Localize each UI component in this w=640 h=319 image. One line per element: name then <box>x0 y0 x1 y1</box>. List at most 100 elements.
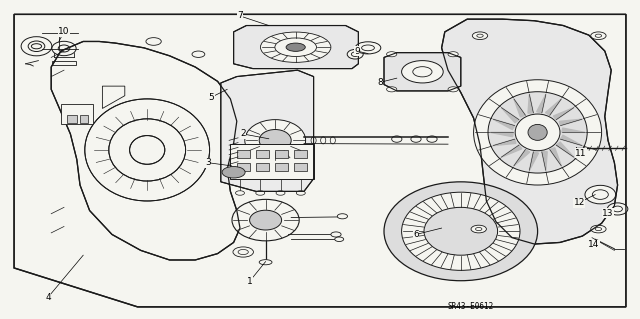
Ellipse shape <box>250 210 282 230</box>
Polygon shape <box>102 86 125 108</box>
Text: 9: 9 <box>355 47 360 56</box>
FancyBboxPatch shape <box>256 150 269 158</box>
FancyBboxPatch shape <box>294 150 307 158</box>
Circle shape <box>233 247 253 257</box>
Circle shape <box>146 38 161 45</box>
Polygon shape <box>542 152 547 170</box>
Ellipse shape <box>244 120 306 161</box>
Ellipse shape <box>337 214 348 219</box>
Polygon shape <box>545 99 561 115</box>
Text: 5: 5 <box>209 93 214 102</box>
Polygon shape <box>556 142 574 157</box>
Ellipse shape <box>321 137 326 144</box>
Ellipse shape <box>392 136 402 142</box>
Text: 10: 10 <box>58 27 70 36</box>
FancyBboxPatch shape <box>237 150 250 158</box>
Text: 14: 14 <box>588 241 600 249</box>
Circle shape <box>591 225 606 233</box>
Ellipse shape <box>275 38 317 56</box>
Ellipse shape <box>330 137 335 144</box>
Circle shape <box>192 51 205 57</box>
Polygon shape <box>501 108 519 122</box>
FancyBboxPatch shape <box>275 150 288 158</box>
Ellipse shape <box>260 32 331 62</box>
Ellipse shape <box>85 99 210 201</box>
Ellipse shape <box>276 191 285 195</box>
Polygon shape <box>537 94 546 113</box>
Text: 2: 2 <box>241 130 246 138</box>
Polygon shape <box>493 119 515 130</box>
Ellipse shape <box>331 232 341 237</box>
Polygon shape <box>529 152 538 170</box>
Text: 6: 6 <box>413 230 419 239</box>
Circle shape <box>31 44 42 49</box>
Polygon shape <box>559 119 582 126</box>
Ellipse shape <box>259 260 272 265</box>
Ellipse shape <box>236 191 244 195</box>
Polygon shape <box>493 139 516 145</box>
Ellipse shape <box>384 182 538 281</box>
Polygon shape <box>514 150 530 166</box>
Text: 8: 8 <box>378 78 383 87</box>
Circle shape <box>387 87 397 92</box>
Circle shape <box>471 225 486 233</box>
Ellipse shape <box>232 199 300 241</box>
FancyBboxPatch shape <box>275 163 288 171</box>
Polygon shape <box>514 99 525 117</box>
Polygon shape <box>442 19 618 244</box>
Ellipse shape <box>348 49 364 59</box>
Ellipse shape <box>402 192 520 270</box>
Polygon shape <box>501 145 522 157</box>
Polygon shape <box>80 115 88 123</box>
Polygon shape <box>51 41 240 260</box>
Text: 4: 4 <box>45 293 51 302</box>
Circle shape <box>387 52 397 57</box>
Text: 13: 13 <box>602 209 614 218</box>
Text: 11: 11 <box>575 149 587 158</box>
FancyBboxPatch shape <box>294 163 307 171</box>
Polygon shape <box>528 94 533 113</box>
Polygon shape <box>67 115 77 123</box>
Polygon shape <box>14 14 626 307</box>
Ellipse shape <box>259 130 291 151</box>
Ellipse shape <box>528 124 547 140</box>
Ellipse shape <box>424 207 498 255</box>
Ellipse shape <box>286 43 305 51</box>
Ellipse shape <box>130 136 165 164</box>
Polygon shape <box>554 108 574 120</box>
FancyBboxPatch shape <box>256 163 269 171</box>
Ellipse shape <box>607 203 628 215</box>
Ellipse shape <box>585 185 616 204</box>
Polygon shape <box>490 132 513 137</box>
Polygon shape <box>221 70 314 191</box>
Polygon shape <box>234 26 358 69</box>
Ellipse shape <box>335 237 344 241</box>
Ellipse shape <box>427 136 437 142</box>
Ellipse shape <box>296 191 305 195</box>
Ellipse shape <box>109 119 186 181</box>
Text: 7: 7 <box>237 11 243 20</box>
Polygon shape <box>550 148 561 166</box>
Circle shape <box>448 52 458 57</box>
FancyBboxPatch shape <box>61 104 93 124</box>
FancyBboxPatch shape <box>230 144 314 179</box>
Circle shape <box>222 167 245 178</box>
Ellipse shape <box>515 114 560 151</box>
Text: 1: 1 <box>247 277 252 286</box>
Polygon shape <box>561 135 582 145</box>
FancyBboxPatch shape <box>237 163 250 171</box>
Ellipse shape <box>311 137 316 144</box>
Polygon shape <box>562 128 585 132</box>
Ellipse shape <box>355 42 381 54</box>
Circle shape <box>472 32 488 40</box>
Text: SR43-E0612: SR43-E0612 <box>447 302 493 311</box>
Ellipse shape <box>402 61 444 83</box>
Circle shape <box>591 32 606 40</box>
Polygon shape <box>384 53 461 91</box>
Ellipse shape <box>474 80 602 185</box>
Circle shape <box>448 87 458 92</box>
Ellipse shape <box>488 92 588 173</box>
Text: 12: 12 <box>573 198 585 207</box>
Ellipse shape <box>256 191 265 195</box>
Text: 3: 3 <box>205 158 211 167</box>
